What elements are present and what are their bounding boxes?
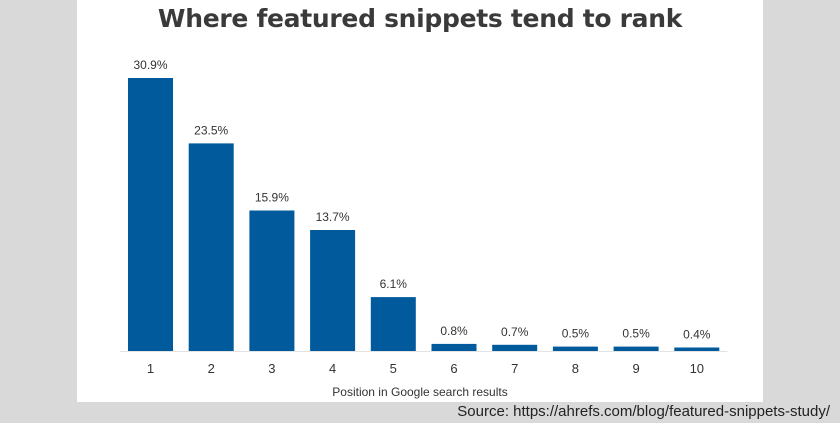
bar-position-8 [552,346,598,351]
x-tick-label: 5 [390,361,397,376]
bar-chart: 30.9% 23.5% 15.9% 13.7% 6.1% 0.8% 0.7% 0.5% 0.5%… [120,58,728,399]
x-tick-label-group: 1 2 3 4 5 6 7 8 9 10 [147,361,704,376]
bar-group [128,78,720,351]
x-tick-label: 8 [572,361,579,376]
bar-position-9 [613,346,659,351]
data-label: 0.5% [622,327,650,341]
bar-position-2 [188,143,234,351]
data-label: 0.5% [562,327,590,341]
chart-title: Where featured snippets tend to rank [157,4,683,33]
x-tick-label: 10 [690,361,704,376]
bar-position-5 [370,297,416,351]
data-label: 0.4% [683,328,711,342]
x-tick-label: 4 [329,361,336,376]
bar-position-3 [249,210,295,351]
x-tick-label: 2 [208,361,215,376]
x-tick-label: 3 [268,361,275,376]
data-label: 0.8% [440,324,468,338]
x-tick-label: 6 [450,361,457,376]
data-label: 30.9% [133,58,167,72]
source-caption: Source: https://ahrefs.com/blog/featured… [457,403,830,420]
chart-card: Where featured snippets tend to rank 30.… [77,0,763,402]
bar-position-10 [674,347,720,351]
bar-position-4 [310,230,356,351]
data-label: 0.7% [501,325,529,339]
x-axis-label: Position in Google search results [332,385,507,399]
data-label: 15.9% [255,191,289,205]
data-label: 6.1% [380,277,408,291]
data-label: 13.7% [316,210,350,224]
bar-position-6 [431,343,477,351]
x-tick-label: 1 [147,361,154,376]
x-tick-label: 7 [511,361,518,376]
x-tick-label: 9 [632,361,639,376]
data-label: 23.5% [194,123,228,137]
data-label-group: 30.9% 23.5% 15.9% 13.7% 6.1% 0.8% 0.7% 0.5% 0.5%… [133,58,710,342]
bar-position-7 [492,344,538,351]
bar-position-1 [128,78,173,351]
